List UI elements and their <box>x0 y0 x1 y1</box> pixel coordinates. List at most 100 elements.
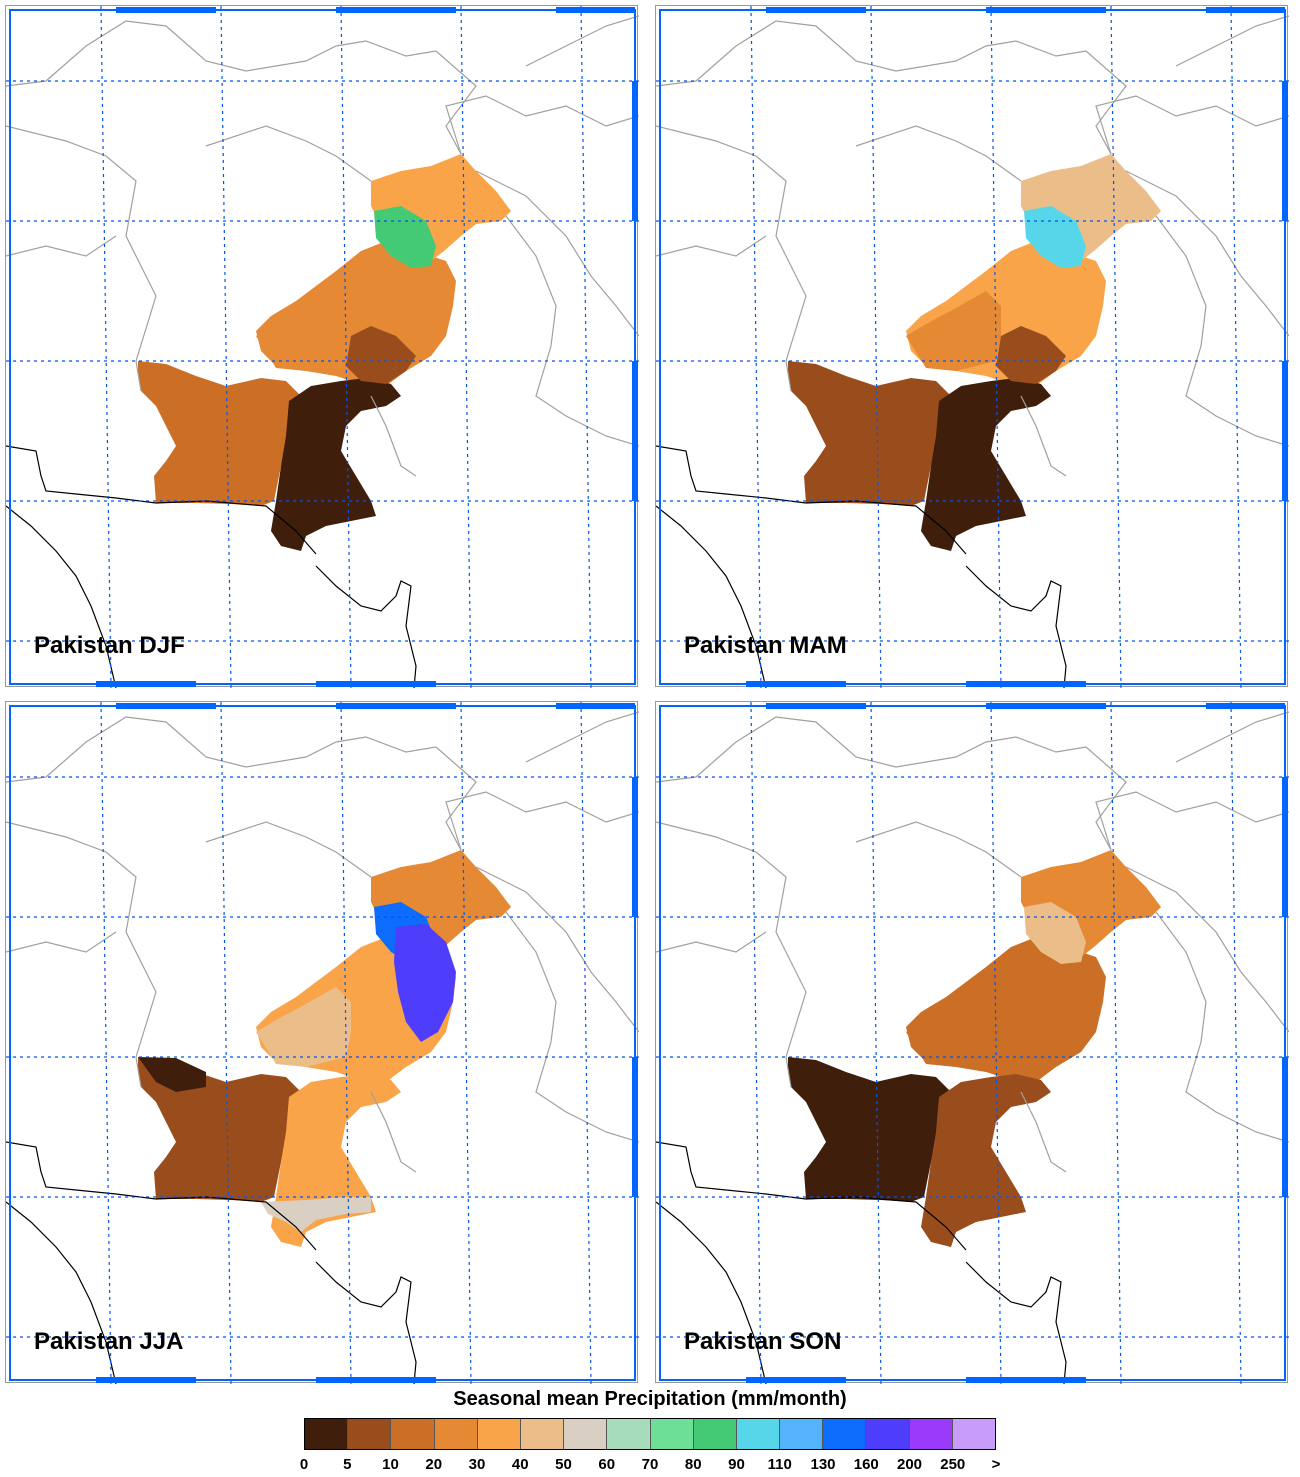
legend-swatch <box>909 1419 953 1449</box>
panel-title-jja: Pakistan JJA <box>34 1328 184 1355</box>
grid-meridian <box>220 6 232 688</box>
legend-tick-label: 40 <box>511 1456 529 1473</box>
panel-title-mam: Pakistan MAM <box>684 632 847 659</box>
grid-meridian <box>460 6 472 688</box>
grid-meridian <box>750 6 762 688</box>
panel-title-djf: Pakistan DJF <box>34 632 185 659</box>
legend-tick-label: 250 <box>940 1456 966 1473</box>
country-border <box>656 716 1127 851</box>
country-border <box>1125 866 1289 1033</box>
region-dry-corner <box>138 1057 206 1092</box>
legend-swatch <box>520 1419 565 1449</box>
country-border <box>505 911 639 1143</box>
legend-swatch <box>564 1419 608 1449</box>
region-dry-band <box>346 326 416 384</box>
grid-meridian <box>1110 6 1122 688</box>
legend-tick-label: 50 <box>555 1456 572 1473</box>
legend-swatch <box>607 1419 651 1449</box>
grid-meridian <box>1110 702 1122 1384</box>
region-balochistan-north <box>256 291 351 371</box>
legend-swatch <box>952 1419 995 1449</box>
country-border <box>505 215 639 447</box>
country-border <box>370 1091 417 1173</box>
coastline <box>6 1201 117 1384</box>
region-balochistan-west <box>138 1057 301 1202</box>
legend-tick-label: 20 <box>425 1456 443 1473</box>
grid-meridian <box>990 702 1002 1384</box>
country-border <box>656 235 767 257</box>
legend-tick-label: 10 <box>382 1456 399 1473</box>
country-border <box>6 931 117 953</box>
country-border <box>1175 711 1289 763</box>
country-border <box>855 821 1022 878</box>
legend-tick-label: > <box>991 1456 1001 1473</box>
region-coast-wet <box>261 1197 371 1232</box>
country-border <box>1155 215 1289 447</box>
country-border <box>656 20 1127 155</box>
country-border <box>656 931 767 953</box>
grid-meridian <box>220 702 232 1384</box>
legend-tick-label: 160 <box>853 1456 879 1473</box>
legend-tick-label: 70 <box>641 1456 659 1473</box>
country-border <box>1125 170 1289 337</box>
grid-meridian <box>340 6 352 688</box>
country-border <box>6 716 477 851</box>
coastline <box>6 505 117 688</box>
grid-meridian <box>990 6 1002 688</box>
legend-swatch <box>391 1419 435 1449</box>
legend-swatch <box>348 1419 392 1449</box>
region-sindh <box>271 378 401 551</box>
legend-swatch <box>434 1419 478 1449</box>
coastline <box>315 1261 417 1384</box>
region-balochistan-west <box>138 361 301 506</box>
legend-tick-label: 5 <box>343 1456 352 1473</box>
country-border <box>6 20 477 155</box>
coastline <box>315 565 417 688</box>
country-border <box>445 95 639 155</box>
country-border <box>475 170 639 337</box>
grid-meridian <box>750 702 762 1384</box>
map-panel-mam: Pakistan MAM <box>655 5 1289 688</box>
coastline <box>6 1141 317 1251</box>
grid-meridian <box>580 6 592 688</box>
legend-swatch <box>823 1419 867 1449</box>
country-border <box>525 711 639 763</box>
map-panel-jja: Pakistan JJA <box>5 701 639 1384</box>
legend-tick-label: 80 <box>684 1456 702 1473</box>
coastline <box>965 1261 1067 1384</box>
legend-swatch <box>650 1419 694 1449</box>
legend-ticks: 0 5 10 20 30 40 50 60 70 80 90 110 130 160 200 250 > <box>0 1456 1300 1476</box>
country-border <box>6 821 157 1088</box>
grid-meridian <box>100 6 112 688</box>
legend-tick-label: 30 <box>468 1456 486 1473</box>
country-border <box>1095 95 1289 155</box>
coastline <box>656 1141 967 1251</box>
coastline <box>656 445 967 555</box>
country-border <box>475 866 639 1033</box>
grid-meridian <box>1230 6 1242 688</box>
country-border <box>445 791 639 851</box>
legend-swatch <box>780 1419 824 1449</box>
map-jja <box>6 702 639 1384</box>
coastline <box>656 1201 767 1384</box>
grid-meridian <box>460 702 472 1384</box>
country-border <box>1020 395 1067 477</box>
legend-swatch <box>736 1419 781 1449</box>
coastline <box>656 505 767 688</box>
region-balochistan-north <box>256 987 351 1067</box>
grid-meridian <box>100 702 112 1384</box>
legend-swatch <box>477 1419 521 1449</box>
legend-tick-label: 0 <box>299 1456 309 1473</box>
country-border <box>370 395 417 477</box>
country-border <box>1020 1091 1067 1173</box>
map-panel-djf: Pakistan DJF <box>5 5 639 688</box>
region-dry-band <box>996 326 1066 384</box>
legend-tick-label: 200 <box>896 1456 923 1473</box>
region-balochistan-north <box>906 291 1001 371</box>
map-panel-son: Pakistan SON <box>655 701 1289 1384</box>
map-mam <box>656 6 1289 688</box>
country-border <box>1175 15 1289 67</box>
country-border <box>525 15 639 67</box>
map-djf <box>6 6 639 688</box>
legend-swatch <box>693 1419 737 1449</box>
